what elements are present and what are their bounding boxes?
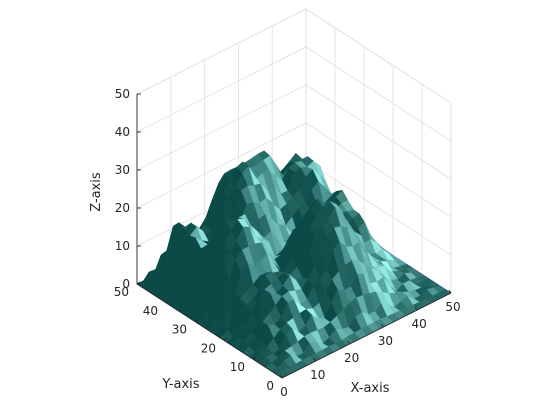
x-tick-label: 0 [280,385,288,399]
y-tick-mark [252,356,257,360]
x-tick-label: 20 [344,351,359,365]
z-tick-label: 10 [115,239,130,253]
y-tick-label: 50 [114,285,129,299]
y-tick-label: 40 [143,304,158,318]
y-tick-mark [165,300,170,304]
z-tick-label: 50 [115,87,130,101]
grid-line-z [136,84,307,171]
grid-line-z [305,84,452,180]
y-tick-mark [136,281,141,285]
x-tick-label: 30 [378,334,393,348]
y-tick-mark [281,375,286,379]
x-tick-mark [381,323,384,328]
grid-line-z [136,8,307,95]
y-axis-title: Y-axis [161,377,199,392]
axis-lines [136,93,452,379]
x-tick-label: 40 [412,317,427,331]
grid-line-z [136,122,307,209]
z-tick-label: 40 [115,125,130,139]
y-tick-label: 10 [230,360,245,374]
grid-line-z [305,122,452,218]
y-tick-label: 0 [266,379,274,393]
x-axis-line [281,292,452,379]
grid-line-z [305,160,452,256]
z-tick-label: 30 [115,163,130,177]
x-tick-mark [279,374,283,379]
grid-line-z [136,46,307,133]
z-axis-title: Z-axis [89,172,104,212]
y-tick-label: 20 [201,341,216,355]
y-tick-label: 30 [172,323,187,337]
x-tick-mark [414,306,418,311]
x-axis-title: X-axis [351,381,390,396]
z-tick-label: 20 [115,201,130,215]
z-tick-label: 0 [122,277,130,291]
y-tick-mark [194,319,199,322]
y-axis-line [136,283,283,379]
grid-line-z [305,46,452,142]
x-tick-mark [448,289,452,294]
x-tick-mark [313,357,317,362]
x-tick-label: 10 [310,368,325,382]
x-tick-mark [347,340,350,345]
x-tick-label: 50 [445,300,460,314]
y-tick-mark [223,338,228,341]
surface-mesh [136,150,452,379]
grid-line-z [305,8,452,104]
